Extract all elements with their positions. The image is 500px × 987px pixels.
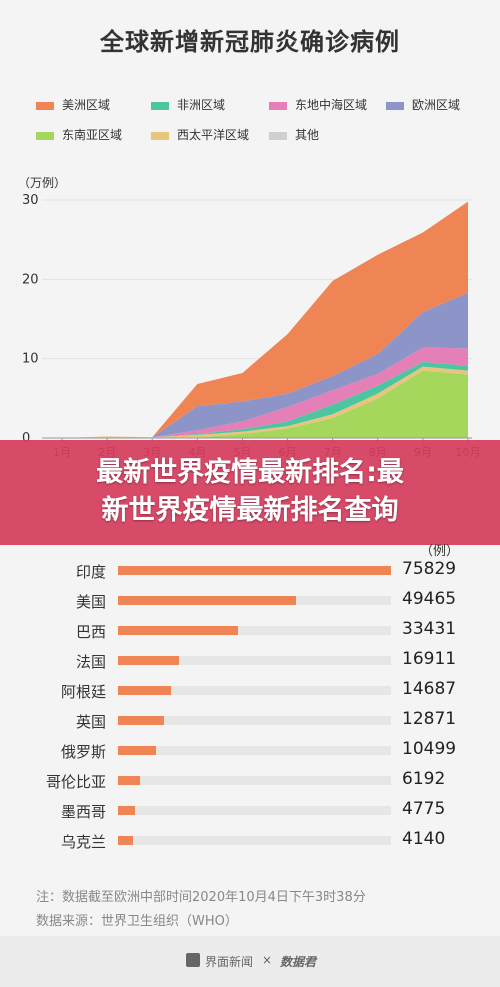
headline-line-1: 最新世界疫情最新排名:最 — [96, 457, 404, 488]
bar-track — [118, 566, 391, 575]
bar-track — [118, 746, 391, 755]
bar-category-label: 阿根廷 — [60, 683, 106, 701]
legend-item-other: 其他 — [269, 126, 319, 143]
bar-row: 俄罗斯 10499 — [0, 737, 500, 767]
area-series — [62, 370, 468, 438]
legend-item-eastern-med: 东地中海区域 — [269, 96, 367, 113]
bar — [118, 566, 391, 575]
bar-track — [118, 686, 391, 695]
area-series — [62, 201, 468, 438]
bar-value-label: 4140 — [402, 829, 446, 849]
legend-swatch — [36, 131, 54, 140]
bar-value-label: 6192 — [402, 769, 446, 789]
y-tick-label: 20 — [22, 272, 39, 287]
bar-value-label: 75829 — [402, 559, 457, 579]
bar — [118, 776, 141, 785]
bar-value-label: 14687 — [402, 679, 457, 699]
bar-category-label: 美国 — [75, 593, 106, 611]
bar-category-label: 哥伦比亚 — [45, 773, 106, 791]
bar-row: 印度 75829 — [0, 557, 500, 587]
bar-chart-unit: （例） — [420, 544, 460, 559]
bar-row: 美国 49465 — [0, 587, 500, 617]
bar-track — [118, 626, 391, 635]
footer — [0, 936, 500, 987]
bar — [118, 686, 171, 695]
bar-track — [118, 656, 391, 665]
bar-value-label: 4775 — [402, 799, 446, 819]
bar-category-label: 印度 — [75, 563, 106, 581]
legend-label: 西太平洋区域 — [177, 128, 250, 142]
bar-category-label: 墨西哥 — [60, 803, 106, 821]
y-tick-label: 10 — [22, 352, 39, 367]
bar-category-label: 巴西 — [75, 623, 106, 641]
bar-value-label: 33431 — [402, 619, 457, 639]
bar-category-label: 法国 — [75, 653, 106, 671]
bar-category-label: 俄罗斯 — [60, 743, 106, 761]
bar-category-label: 英国 — [75, 713, 106, 731]
legend-item-se-asia: 东南亚区域 — [36, 126, 122, 143]
bar-track — [118, 596, 391, 605]
bar — [118, 716, 165, 725]
bar-row: 乌克兰 4140 — [0, 827, 500, 857]
bar-value-label: 10499 — [402, 739, 457, 759]
legend-swatch — [151, 131, 169, 140]
data-note: 注：数据截至欧洲中部时间2020年10月4日下午3时38分 — [36, 890, 366, 905]
bar-row: 哥伦比亚 6192 — [0, 767, 500, 797]
bar-value-label: 12871 — [402, 709, 457, 729]
legend-item-americas: 美洲区域 — [36, 96, 110, 113]
area-series — [62, 347, 468, 438]
legend-label: 欧洲区域 — [412, 98, 461, 112]
legend-item-africa: 非洲区域 — [151, 96, 225, 113]
jiemian-logo-icon — [186, 953, 200, 967]
legend-label: 美洲区域 — [62, 98, 111, 112]
bar-row: 英国 12871 — [0, 707, 500, 737]
bar-value-label: 49465 — [402, 589, 457, 609]
y-axis-unit: （万例） — [18, 176, 67, 190]
bar-row: 法国 16911 — [0, 647, 500, 677]
chart-title: 全球新增新冠肺炎确诊病例 — [100, 28, 400, 56]
legend-item-w-pacific: 西太平洋区域 — [151, 126, 249, 143]
legend-swatch — [386, 101, 404, 110]
bar-row: 墨西哥 4775 — [0, 797, 500, 827]
headline-banner — [0, 440, 500, 545]
y-tick-label: 0 — [22, 431, 30, 446]
legend-swatch — [36, 101, 54, 110]
bar — [118, 626, 239, 635]
bar-category-label: 乌克兰 — [60, 833, 106, 851]
bar-track — [118, 716, 391, 725]
footer-brand: 界面新闻 — [205, 955, 254, 969]
bar-track — [118, 836, 391, 845]
legend-swatch — [151, 101, 169, 110]
footer-times: × — [262, 953, 273, 967]
area-chart: 01020301月2月3月4月5月6月7月8月9月10月 — [22, 193, 481, 459]
data-source: 数据来源：世界卫生组织（WHO） — [36, 914, 238, 929]
legend-item-europe: 欧洲区域 — [386, 96, 460, 113]
bar — [118, 746, 156, 755]
legend-label: 东地中海区域 — [295, 98, 368, 112]
headline-line-2: 新世界疫情最新排名查询 — [101, 495, 399, 526]
bar — [118, 806, 136, 815]
bar — [118, 656, 179, 665]
legend-swatch — [269, 101, 287, 110]
bar-track — [118, 776, 391, 785]
bar-track — [118, 806, 391, 815]
bar — [118, 596, 297, 605]
headline-text: 最新世界疫情最新排名:最 新世界疫情最新排名查询 — [0, 454, 500, 530]
bar-row: 巴西 33431 — [0, 617, 500, 647]
bar — [118, 836, 133, 845]
y-tick-label: 30 — [22, 193, 39, 208]
area-series — [62, 292, 468, 438]
bar-value-label: 16911 — [402, 649, 457, 669]
legend-label: 非洲区域 — [177, 98, 226, 112]
footer-partner: 数据君 — [280, 955, 317, 969]
legend-swatch — [269, 131, 287, 140]
legend-label: 东南亚区域 — [62, 128, 123, 142]
legend-label: 其他 — [295, 128, 320, 142]
bar-row: 阿根廷 14687 — [0, 677, 500, 707]
